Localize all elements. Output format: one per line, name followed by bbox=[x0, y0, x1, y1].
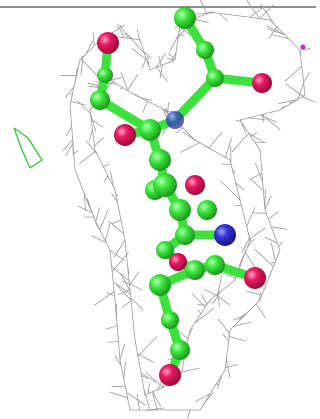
mesh-line bbox=[94, 33, 95, 46]
atom bbox=[301, 45, 306, 50]
page: (() => { const g = document.getElementBy… bbox=[0, 0, 316, 419]
molecule-view bbox=[0, 0, 316, 419]
background bbox=[0, 0, 316, 419]
